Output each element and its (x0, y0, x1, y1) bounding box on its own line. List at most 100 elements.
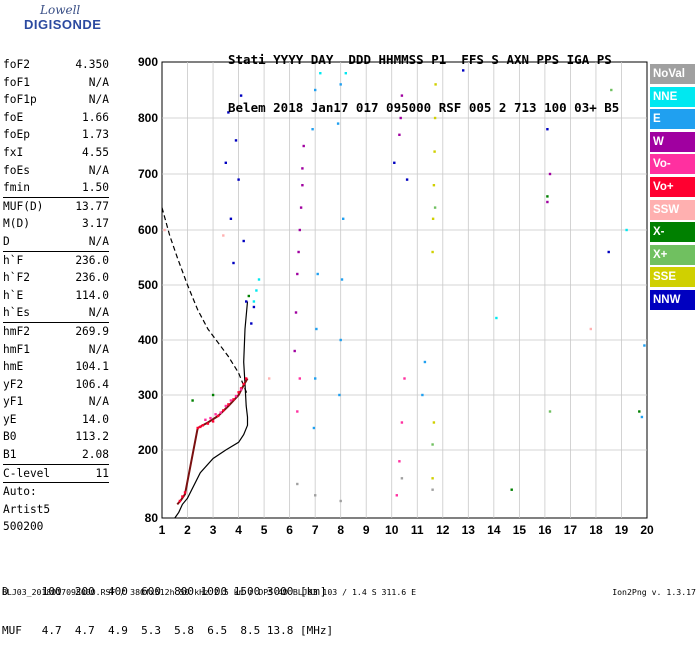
echo-point-e (423, 360, 427, 364)
echo-point-vo- (181, 495, 184, 498)
echo-point-e (421, 393, 424, 397)
y-tick-label: 200 (138, 443, 158, 457)
x-tick-label: 10 (385, 523, 399, 537)
x-tick-label: 11 (411, 523, 424, 537)
x-tick-label: 18 (589, 523, 603, 537)
echo-point-vo- (196, 426, 199, 430)
echo-point-vo- (229, 399, 233, 402)
header-line-2: Belem 2018 Jan17 017 095000 RSF 005 2 71… (228, 100, 620, 115)
legend: NoVal NNE E W Vo- Vo+ SSW X- X+ SSE NNW (650, 64, 695, 313)
echo-point-e (640, 415, 644, 419)
x-tick-label: 1 (159, 523, 166, 537)
param-value: 13.77 (75, 199, 109, 213)
param-row: h`Es N/A (3, 304, 109, 322)
param-row: h`F 236.0 (3, 252, 109, 270)
x-tick-label: 12 (436, 523, 450, 537)
param-value: 236.0 (75, 271, 109, 285)
parameter-panel: foF2 4.350 foF1 N/A foF1p N/A foE 1.66 foEp 1.73 f… (3, 56, 109, 536)
param-value: 106.4 (75, 377, 109, 391)
echo-point-nnw (242, 239, 245, 243)
echo-point-sse (431, 477, 434, 480)
legend-item: SSW (650, 199, 695, 220)
param-separator (3, 463, 109, 465)
param-label: foF1 (3, 75, 30, 89)
logo-top-text: Lowell (40, 3, 81, 17)
y-tick-label: 700 (138, 167, 158, 181)
param-row: yF1 N/A (3, 393, 109, 411)
echo-point-nnw (245, 300, 248, 303)
echo-point-vo- (224, 404, 227, 408)
echo-point-w (297, 250, 300, 254)
param-value: 1.66 (82, 110, 109, 124)
version-label: Ion2Png v. 1.3.17 (612, 587, 696, 597)
param-value: 1.73 (82, 128, 109, 142)
extrapolated-profile (161, 207, 249, 396)
param-label: h`Es (3, 306, 30, 320)
distance-muf-table: D 100 200 400 600 800 1000 1500 3000 [km… (2, 559, 333, 650)
param-row: hmF1 N/A (3, 341, 109, 359)
echo-point-vo- (178, 499, 182, 503)
param-row: foF2 4.350 (3, 56, 109, 74)
x-tick-label: 7 (312, 523, 319, 537)
param-value: 236.0 (75, 253, 109, 267)
param-row: 500200 (3, 518, 109, 536)
echo-point-w (302, 144, 305, 148)
param-row: D N/A (3, 233, 109, 251)
param-label: 500200 (3, 520, 44, 534)
legend-item: NoVal (650, 64, 695, 84)
param-row: fxI 4.55 (3, 144, 109, 162)
echo-point-nnw (232, 261, 235, 265)
echo-point-vo- (298, 377, 301, 380)
param-row: foF1p N/A (3, 91, 109, 109)
param-row: MUF(D) 13.77 (3, 198, 109, 216)
echo-point-nne (495, 316, 498, 320)
y-tick-label: 400 (138, 333, 158, 347)
param-value: N/A (88, 234, 109, 248)
param-label: M(D) (3, 217, 30, 231)
echo-point-e (311, 128, 314, 131)
echo-point-ssw (222, 234, 225, 237)
echo-point-sse (432, 184, 436, 187)
y-tick-label: 80 (145, 511, 159, 525)
echo-point-vo- (400, 421, 404, 424)
echo-point-x- (510, 488, 513, 491)
param-value: 14.0 (82, 412, 109, 426)
echo-point-e (340, 278, 344, 281)
legend-item: NNW (650, 289, 695, 310)
y-tick-label: 300 (138, 388, 158, 402)
echo-point-e (316, 272, 319, 276)
param-label: h`E (3, 288, 24, 302)
param-value: 3.17 (82, 217, 109, 231)
param-row: foEp 1.73 (3, 126, 109, 144)
x-tick-label: 16 (538, 523, 552, 537)
echo-point-sse (432, 421, 436, 424)
echo-point-x- (433, 206, 437, 209)
param-label: yF1 (3, 395, 24, 409)
echo-point-vo- (201, 424, 204, 427)
param-value: N/A (88, 163, 109, 177)
digisonde-logo: Lowell DIGISONDE (2, 3, 122, 45)
param-row: foEs N/A (3, 162, 109, 180)
legend-item: E (650, 109, 695, 130)
param-row: hmF2 269.9 (3, 323, 109, 341)
echo-point-x- (546, 195, 549, 198)
legend-item: SSE (650, 267, 695, 288)
param-value: 114.0 (75, 288, 109, 302)
echo-point-nne (252, 300, 256, 303)
param-label: foEs (3, 163, 30, 177)
echo-point-ssw (589, 327, 592, 331)
echo-point-vo- (199, 425, 202, 429)
echo-point-e (339, 338, 342, 342)
echo-point-w (293, 349, 296, 353)
echo-point-x- (431, 443, 434, 446)
x-tick-label: 15 (513, 523, 527, 537)
param-label: C-level (3, 466, 51, 480)
param-separator (3, 196, 109, 198)
echo-point-nnw (239, 94, 243, 97)
param-row: h`E 114.0 (3, 287, 109, 305)
x-tick-label: 2 (184, 523, 191, 537)
echo-point-ssw (163, 228, 166, 232)
echo-point-vo- (239, 388, 243, 391)
param-value: 113.2 (75, 430, 109, 444)
echo-point-sse (434, 83, 437, 86)
